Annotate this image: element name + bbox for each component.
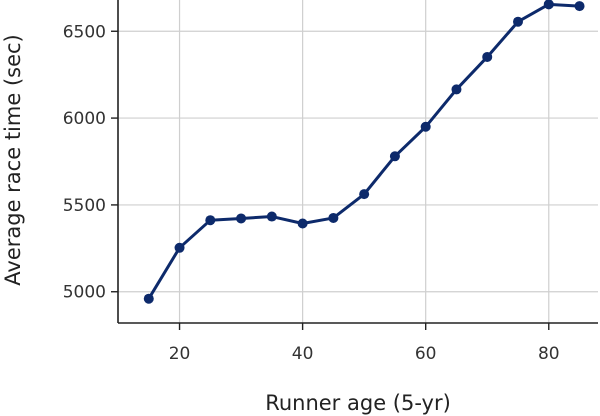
data-point [543, 0, 554, 10]
data-point [574, 1, 585, 12]
y-tick-label: 5000 [63, 283, 106, 303]
y-tick-label: 6500 [63, 22, 106, 42]
data-point [297, 218, 308, 229]
y-ticks: 5000 5500 6000 6500 [63, 22, 118, 303]
data-point [420, 121, 431, 132]
data-point [236, 213, 247, 224]
x-tick-label: 40 [292, 344, 314, 364]
y-axis-title: Average race time (sec) [1, 34, 25, 285]
x-tick-label: 60 [415, 344, 437, 364]
y-tick-label: 5500 [63, 196, 106, 216]
y-tick-label: 6000 [63, 109, 106, 129]
gridlines [118, 0, 598, 323]
data-point [451, 84, 462, 95]
data-point [143, 293, 154, 304]
axes [117, 0, 598, 324]
data-point [328, 212, 339, 223]
data-point [205, 215, 216, 226]
data-point [482, 51, 493, 62]
x-tick-label: 80 [538, 344, 560, 364]
series [143, 0, 585, 304]
x-ticks: 20 40 60 80 [169, 323, 560, 364]
data-point [359, 189, 370, 200]
x-axis-title: Runner age (5-yr) [265, 391, 451, 415]
series-line [147, 2, 580, 300]
x-tick-label: 20 [169, 344, 191, 364]
data-point [389, 151, 400, 162]
data-point [174, 242, 185, 253]
data-point [266, 211, 277, 222]
data-point [513, 16, 523, 27]
